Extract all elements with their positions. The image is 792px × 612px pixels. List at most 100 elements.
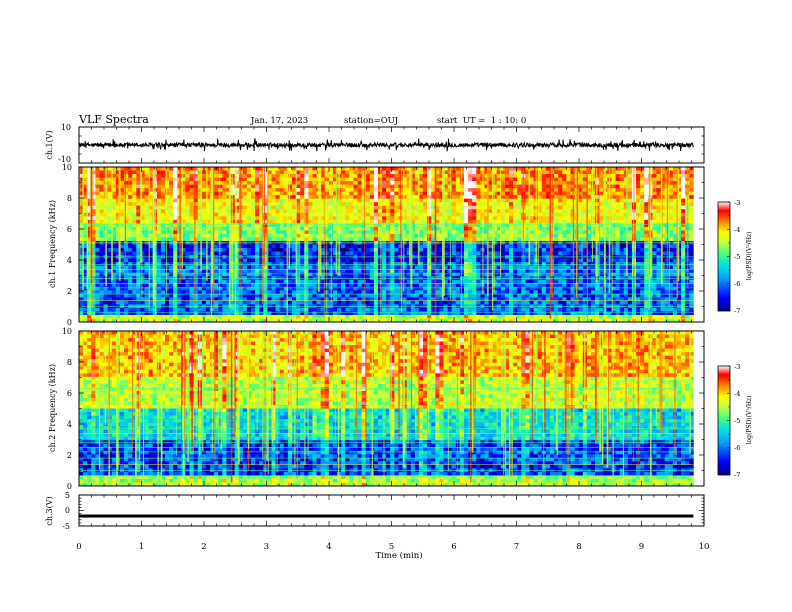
spectrogram-cell (304, 262, 309, 266)
spectrogram-cell (300, 244, 305, 249)
spectrogram-cell (353, 184, 358, 189)
spectrogram-cell (222, 230, 227, 235)
spectrogram-cell (320, 293, 326, 298)
spectrogram-cell (181, 290, 186, 295)
spectrogram-cell (455, 248, 461, 252)
spectrogram-cell (353, 283, 358, 288)
spectrogram-cell (504, 258, 510, 263)
spectrogram-cell (152, 184, 158, 189)
spectrogram-cell (341, 258, 346, 263)
spectrogram-cell (332, 286, 338, 291)
spectrogram-cell (488, 184, 493, 189)
spectrogram-cell (382, 318, 387, 323)
spectrogram-cell (144, 311, 149, 316)
spectrogram-cell (504, 181, 510, 185)
spectrogram-cell (410, 237, 416, 242)
spectrogram-cell (99, 212, 104, 217)
spectrogram-cell (341, 209, 346, 214)
spectrogram-cell (320, 251, 326, 256)
spectrogram-cell (246, 219, 252, 224)
spectrogram-cell (95, 300, 100, 305)
spectrogram-cell (291, 314, 297, 319)
spectrogram-cell (365, 307, 371, 312)
spectrogram-cell (156, 195, 162, 199)
spectrogram-cell (484, 244, 489, 249)
spectrogram-cell (431, 184, 436, 189)
spectrogram-cell (136, 279, 141, 284)
spectrogram-cell (406, 244, 412, 249)
spectrogram-cell (99, 170, 104, 175)
spectrogram-cell (308, 209, 313, 214)
spectrogram-cell (525, 258, 530, 263)
spectrogram-cell (414, 283, 420, 288)
spectrogram-cell (431, 198, 436, 203)
spectrogram-cell (488, 230, 493, 235)
spectrogram-cell (287, 311, 293, 316)
spectrogram-cell (99, 272, 104, 277)
spectrogram-cell (119, 279, 125, 284)
spectrogram-cell (308, 174, 313, 178)
spectrogram-cell (423, 258, 428, 263)
spectrogram-cell (349, 251, 354, 256)
spectrogram-cell (431, 276, 436, 281)
spectrogram-cell (464, 276, 469, 281)
spectrogram-cell (197, 265, 203, 270)
spectrogram-cell (304, 290, 309, 295)
spectrogram-cell (267, 283, 272, 288)
spectrogram-cell (263, 198, 268, 203)
spectrogram-cell (259, 269, 264, 273)
spectrogram-cell (373, 300, 379, 305)
spectrogram-cell (390, 265, 395, 270)
spectrogram-cell (136, 244, 141, 249)
spectrogram-cell (410, 195, 416, 199)
spectrogram-cell (185, 286, 190, 291)
spectrogram-cell (205, 262, 211, 266)
spectrogram-cell (300, 177, 305, 182)
spectrogram-cell (459, 226, 465, 231)
spectrogram-cell (83, 216, 88, 221)
spectrogram-cell (382, 188, 387, 192)
spectrogram-cell (423, 286, 428, 291)
spectrogram-cell (218, 230, 223, 235)
spectrogram-cell (418, 307, 424, 312)
spectrogram-cell (468, 195, 473, 199)
spectrogram-cell (476, 181, 481, 185)
spectrogram-cell (83, 286, 88, 291)
spectrogram-cell (291, 198, 297, 203)
header-start-time: start UT = 1 : 10: 0 (437, 116, 526, 126)
spectrogram-cell (148, 209, 154, 214)
spectrogram-cell (95, 212, 100, 217)
spectrogram-cell (181, 311, 186, 316)
spectrogram-cell (279, 237, 285, 242)
spectrogram-cell (459, 290, 465, 295)
spectrogram-cell (435, 286, 440, 291)
spectrogram-cell (443, 170, 448, 175)
spectrogram-cell (193, 205, 199, 210)
spectrogram-cell (517, 198, 522, 203)
spectrogram-cell (394, 258, 399, 263)
spectrogram-cell (488, 283, 493, 288)
spectrogram-cell (529, 216, 534, 221)
spectrogram-cell (246, 177, 252, 182)
spectrogram-cell (271, 233, 276, 238)
spectrogram-cell (263, 177, 268, 182)
spectrogram-cell (455, 262, 461, 266)
spectrogram-cell (451, 272, 457, 277)
spectrogram-cell (402, 283, 407, 288)
spectrogram-cell (459, 223, 465, 228)
spectrogram-cell (308, 223, 313, 228)
spectrogram-cell (410, 283, 416, 288)
spectrogram-cell (246, 205, 252, 210)
spectrogram-cell (115, 191, 121, 196)
spectrogram-cell (115, 167, 121, 171)
spectrogram-cell (337, 290, 342, 295)
spectrogram-cell (136, 276, 141, 281)
spectrogram-cell (345, 318, 350, 323)
spectrogram-cell (312, 272, 317, 277)
spectrogram-cell (259, 226, 264, 231)
spectrogram-cell (386, 233, 391, 238)
spectrogram-cell (378, 212, 383, 217)
spectrogram-cell (218, 198, 223, 203)
spectrogram-cell (259, 177, 264, 182)
spectrogram-cell (357, 311, 362, 316)
